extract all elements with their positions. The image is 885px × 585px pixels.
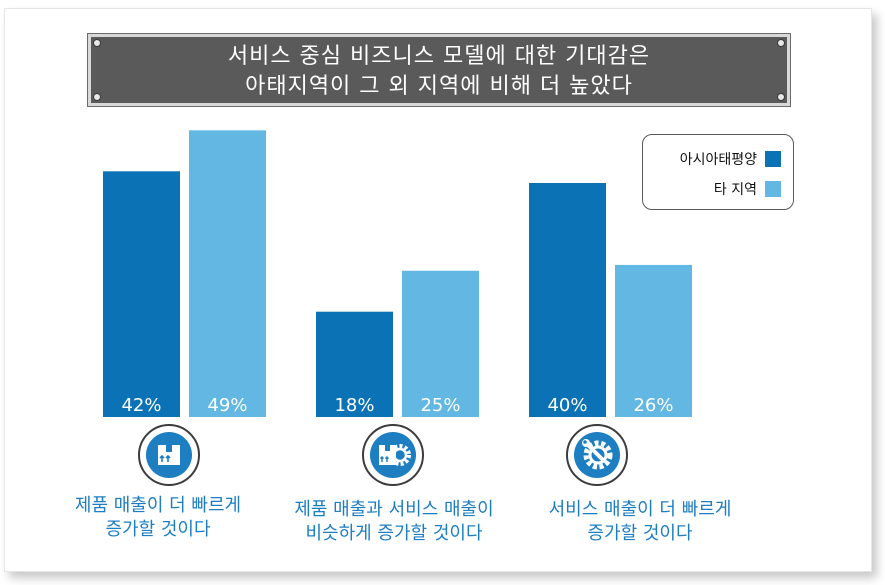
category-label-1-line1: 제품 매출이 더 빠르게	[74, 495, 242, 516]
bar-value-label-series-1-category-3: 40%	[547, 395, 587, 416]
category-label-1-line2: 증가할 것이다	[105, 519, 211, 540]
legend-label-other-regions: 타 지역	[713, 182, 757, 198]
bar-value-label-series-2-category-1: 49%	[207, 395, 247, 416]
box-icon	[138, 424, 200, 486]
box-gear-icon	[362, 424, 424, 486]
chart-title-banner: 서비스 중심 비즈니스 모델에 대한 기대감은 아태지역이 그 외 지역에 비해…	[87, 33, 791, 107]
category-label-1: 제품 매출이 더 빠르게 증가할 것이다	[38, 494, 278, 542]
chart-title-line-1: 서비스 중심 비즈니스 모델에 대한 기대감은	[227, 44, 651, 69]
rivet-bottom-right	[777, 93, 785, 101]
chart-legend: 아시아태평양 타 지역	[642, 134, 794, 210]
rivet-bottom-left	[93, 93, 101, 101]
legend-item-other-regions: 타 지역	[714, 179, 781, 199]
category-label-2-line2: 비슷하게 증가할 것이다	[305, 523, 483, 544]
bar-series-1-category-1	[103, 171, 180, 417]
category-label-3: 서비스 매출이 더 빠르게 증가할 것이다	[520, 498, 760, 546]
bar-series-1-category-3	[529, 183, 606, 417]
legend-swatch-other-regions	[765, 181, 781, 197]
wrench-gear-icon	[566, 424, 628, 486]
rivet-top-left	[93, 39, 101, 47]
bar-series-2-category-3	[615, 264, 692, 417]
category-label-2: 제품 매출과 서비스 매출이 비슷하게 증가할 것이다	[272, 498, 516, 546]
category-label-2-line1: 제품 매출과 서비스 매출이	[294, 499, 494, 520]
category-label-3-line2: 증가할 것이다	[587, 523, 693, 544]
bar-series-2-category-1	[189, 130, 266, 417]
rivet-top-right	[777, 39, 785, 47]
legend-swatch-asia-pacific	[765, 151, 781, 167]
bar-series-1-category-2	[316, 311, 393, 417]
legend-item-asia-pacific: 아시아태평양	[680, 149, 781, 169]
bar-series-2-category-2	[402, 270, 479, 417]
bar-value-label-series-2-category-3: 26%	[633, 395, 673, 416]
bar-value-label-series-2-category-2: 25%	[420, 395, 460, 416]
bar-value-label-series-1-category-2: 18%	[334, 395, 374, 416]
category-label-3-line1: 서비스 매출이 더 빠르게	[548, 499, 732, 520]
bar-value-label-series-1-category-1: 42%	[121, 395, 161, 416]
legend-label-asia-pacific: 아시아태평양	[679, 152, 757, 168]
chart-title-line-2: 아태지역이 그 외 지역에 비해 더 높았다	[245, 74, 633, 99]
